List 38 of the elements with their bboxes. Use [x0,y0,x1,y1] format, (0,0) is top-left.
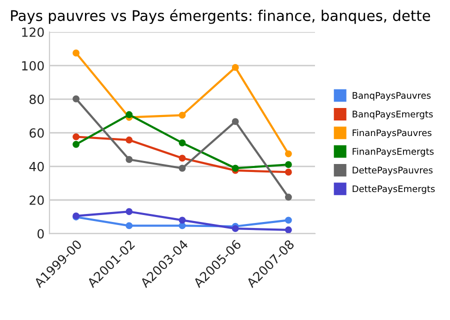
point [72,133,80,140]
point [72,95,80,102]
y-tick-label: 40 [29,162,44,172]
point [72,140,80,148]
point [178,112,186,119]
point [178,222,186,230]
point [178,154,186,162]
point [232,118,239,126]
y-tick-label: 100 [22,61,44,71]
point [232,64,239,71]
point [126,222,133,230]
point [284,161,292,168]
y-tick-label: 60 [30,128,44,138]
legend-label: BanqPaysPauvres [352,92,431,101]
point [284,216,292,224]
point [284,168,292,176]
point [178,139,186,146]
legend-label: DettePaysEmergts [352,185,435,194]
point [126,136,133,144]
point [126,111,133,118]
point [284,150,292,158]
point [178,164,186,172]
legend-label: FinanPaysPauvres [352,129,432,138]
point [126,208,133,216]
y-tick-label: 80 [30,94,44,104]
y-tick-label: 0 [38,229,44,239]
point [126,156,133,163]
point [178,216,186,224]
point [72,50,80,56]
legend-label: FinanPaysEmergts [352,148,434,157]
point [284,194,292,201]
legend-label: BanqPaysEmergts [352,110,433,120]
point [232,225,239,232]
legend-label: DettePaysPauvres [352,166,433,176]
point [284,226,292,234]
y-tick-label: 20 [30,195,44,205]
chart-title: Pays pauvres vs Pays émergents: finance, banques, dette [11,9,430,24]
y-tick-label: 120 [22,27,44,37]
